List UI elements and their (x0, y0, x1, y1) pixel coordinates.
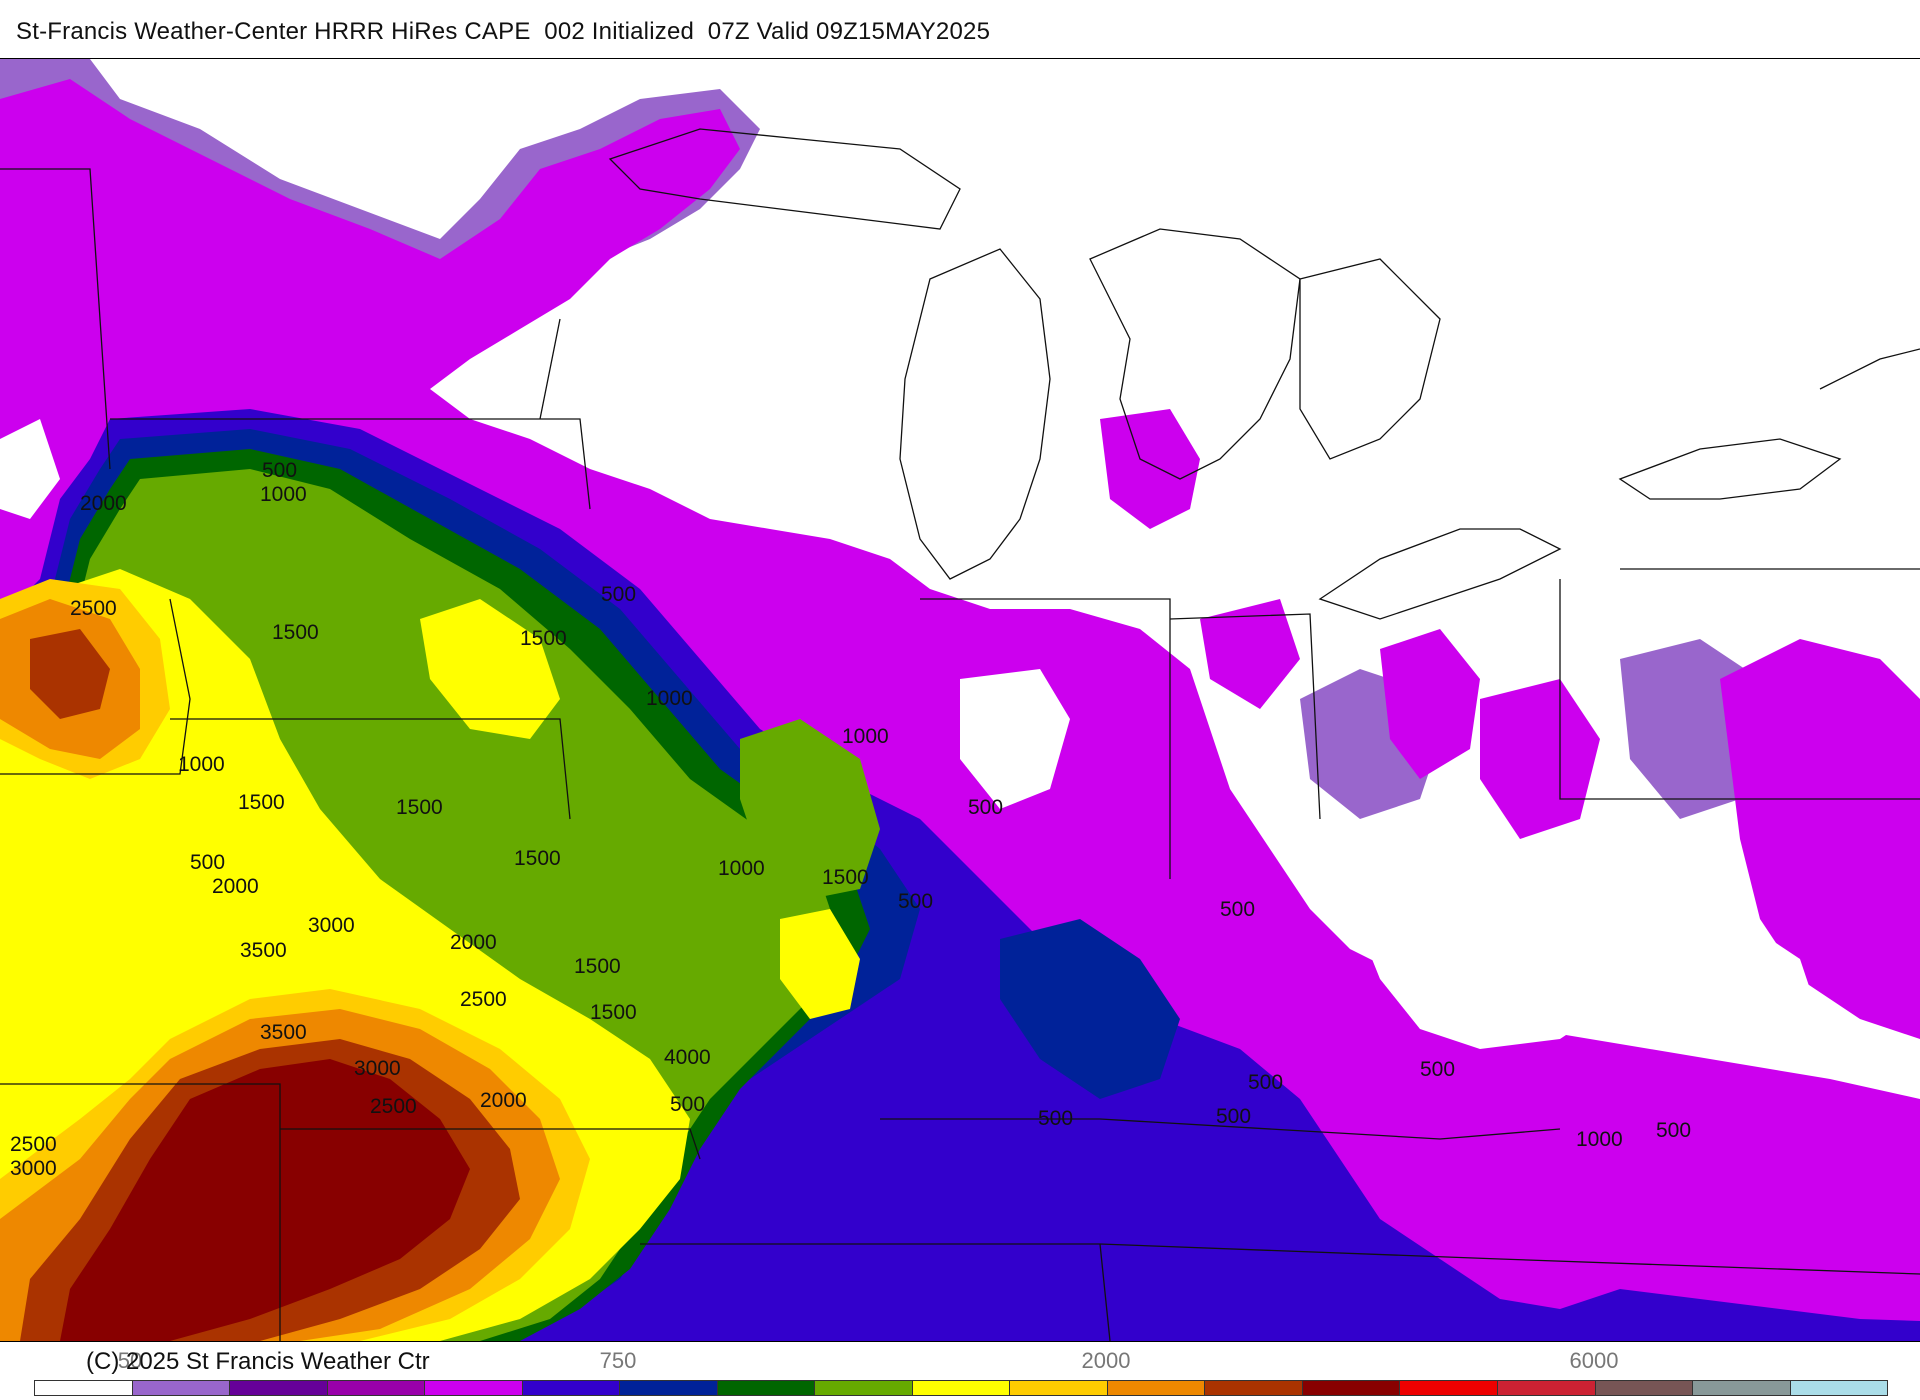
contour-label: 500 (1216, 1105, 1251, 1128)
contour-label: 1500 (514, 847, 561, 870)
contour-label: 1500 (590, 1001, 637, 1024)
colorbar-tick: 6000 (1569, 1348, 1619, 1373)
contour-label: 1000 (1576, 1128, 1623, 1151)
map-title: St-Francis Weather-Center HRRR HiRes CAP… (16, 18, 991, 45)
colorbar-swatch (912, 1381, 1011, 1395)
contour-label: 3500 (260, 1021, 307, 1044)
cape-map: 500 1000 2000 2500 1500 1500 500 1000 10… (0, 58, 1920, 1342)
colorbar-swatch (1205, 1381, 1303, 1395)
map-boundaries (0, 128, 1920, 1341)
colorbar-swatch (815, 1381, 913, 1395)
colorbar-tick: 750 (599, 1348, 637, 1373)
contour-label: 1500 (520, 627, 567, 650)
contour-label: 500 (190, 851, 225, 874)
colorbar-swatch (717, 1381, 816, 1395)
contour-label: 500 (262, 459, 297, 482)
contour-label: 1000 (178, 753, 225, 776)
contour-label: 1500 (272, 621, 319, 644)
colorbar-swatch (1010, 1381, 1108, 1395)
contour-label: 3000 (354, 1057, 401, 1080)
colorbar-swatch (132, 1381, 231, 1395)
contour-label: 1000 (646, 687, 693, 710)
contour-label: 500 (1420, 1058, 1455, 1081)
copyright-text: (C) 2025 St Francis Weather Ctr (86, 1348, 430, 1375)
contour-label: 500 (1038, 1107, 1073, 1130)
colorbar-ticks: 50 750 2000 6000 (0, 1340, 1920, 1380)
contour-label: 3000 (308, 914, 355, 937)
cape-map-canvas: 500 1000 2000 2500 1500 1500 500 1000 10… (0, 59, 1920, 1341)
contour-label: 500 (601, 583, 636, 606)
contour-label: 2500 (370, 1095, 417, 1118)
colorbar-swatch (230, 1381, 328, 1395)
contour-label: 1500 (238, 791, 285, 814)
colorbar-swatch (327, 1381, 426, 1395)
contour-label: 1500 (396, 796, 443, 819)
contour-label: 2000 (480, 1089, 527, 1112)
contour-label: 500 (968, 796, 1003, 819)
contour-label: 1000 (718, 857, 765, 880)
colorbar-swatch (1595, 1381, 1694, 1395)
contour-label: 2000 (212, 875, 259, 898)
contour-label: 3500 (240, 939, 287, 962)
colorbar-swatch (1107, 1381, 1206, 1395)
colorbar-swatch (1790, 1381, 1888, 1395)
contour-label: 3000 (10, 1157, 57, 1180)
colorbar-swatch (1400, 1381, 1498, 1395)
contour-label: 2500 (10, 1133, 57, 1156)
contour-label: 500 (898, 890, 933, 913)
colorbar-swatch (620, 1381, 718, 1395)
contour-label: 2000 (450, 931, 497, 954)
colorbar-tick: 50 (117, 1348, 143, 1373)
colorbar-swatch (1497, 1381, 1596, 1395)
contour-label: 1500 (822, 866, 869, 889)
contour-labels: 500 1000 2000 2500 1500 1500 500 1000 10… (10, 459, 1691, 1180)
contour-label: 2500 (460, 988, 507, 1011)
colorbar-swatch (1693, 1381, 1791, 1395)
colorbar-swatch (35, 1381, 133, 1395)
contour-label: 500 (1656, 1119, 1691, 1142)
contour-label: 2000 (80, 492, 127, 515)
colorbar-tick: 2000 (1081, 1348, 1131, 1373)
contour-label: 500 (670, 1093, 705, 1116)
contour-label: 500 (1248, 1071, 1283, 1094)
colorbar-swatch (425, 1381, 523, 1395)
contour-label: 1000 (842, 725, 889, 748)
contour-label: 2500 (70, 597, 117, 620)
colorbar-legend (34, 1380, 1888, 1396)
colorbar-swatch (522, 1381, 621, 1395)
contour-label: 500 (1220, 898, 1255, 921)
contour-label: 1000 (260, 483, 307, 506)
colorbar-swatch (1302, 1381, 1401, 1395)
contour-label: 1500 (574, 955, 621, 978)
contour-label: 4000 (664, 1046, 711, 1069)
